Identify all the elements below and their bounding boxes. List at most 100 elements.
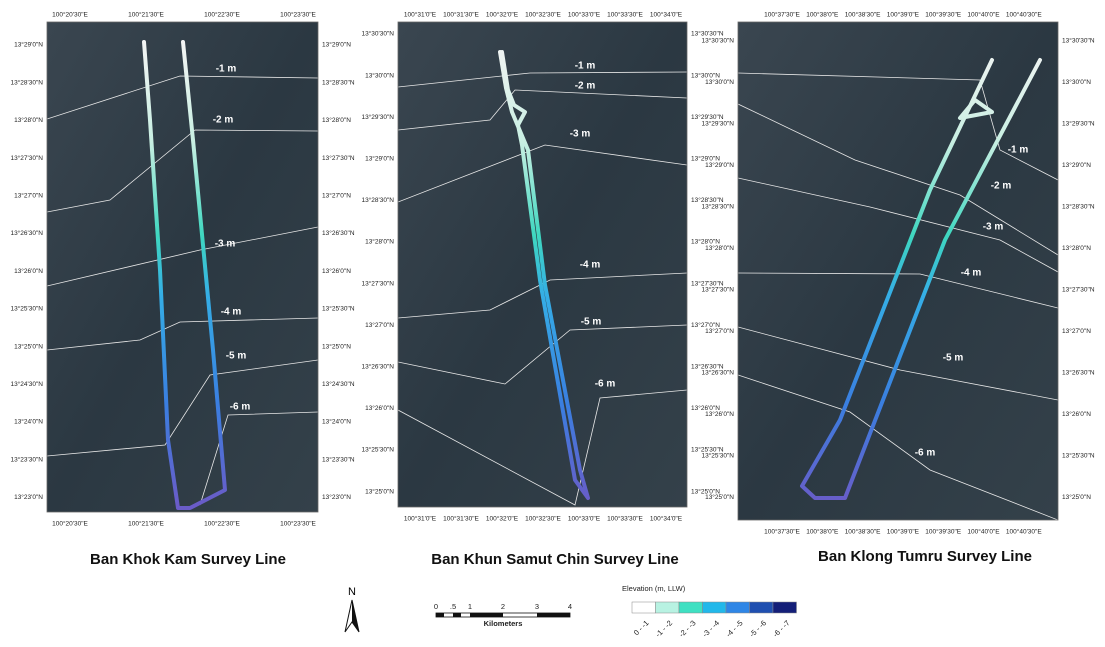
latitude-label: 13°30'0"N <box>705 78 734 86</box>
latitude-label: 13°25'0"N <box>14 342 43 350</box>
longitude-label: 100°33'0"E <box>568 515 601 523</box>
latitude-label: 13°25'30"N <box>322 305 355 313</box>
latitude-label: 13°30'30"N <box>701 37 734 45</box>
longitude-label: 100°32'0"E <box>486 515 519 523</box>
latitude-label: 13°29'30"N <box>701 120 734 128</box>
map-panel: -1 m-2 m-3 m-4 m-5 m-6 m100°20'30"E100°2… <box>10 11 354 568</box>
latitude-label: 13°27'30"N <box>322 154 355 162</box>
longitude-label: 100°38'0"E <box>806 11 839 19</box>
latitude-label: 13°28'30"N <box>361 196 394 204</box>
longitude-label: 100°20'30"E <box>52 520 88 528</box>
latitude-label: 13°26'0"N <box>705 410 734 418</box>
latitude-label: 13°30'30"N <box>691 30 724 38</box>
latitude-label: 13°24'0"N <box>14 418 43 426</box>
longitude-label: 100°31'0"E <box>404 11 437 19</box>
latitude-label: 13°28'0"N <box>1062 244 1091 252</box>
latitude-label: 13°25'0"N <box>365 487 394 495</box>
latitude-label: 13°30'0"N <box>1062 78 1091 86</box>
latitude-label: 13°26'0"N <box>322 267 351 275</box>
legend-label: 0 - -1 <box>632 618 651 637</box>
latitude-label: 13°28'0"N <box>322 116 351 124</box>
longitude-label: 100°38'30"E <box>845 11 881 19</box>
figure: N -1 m -2 m -3 m -4 m -5 m -6 m 100°20'30"E 100… <box>0 0 1105 647</box>
latitude-label: 13°26'30"N <box>361 363 394 371</box>
longitude-label: 100°39'0"E <box>887 11 920 19</box>
contour-label: -1 m <box>216 64 237 75</box>
contour-label: -5 m <box>226 351 247 362</box>
contour-label: -3 m <box>983 222 1004 233</box>
longitude-label: 100°39'0"E <box>887 528 920 536</box>
latitude-label: 13°25'30"N <box>361 446 394 454</box>
legend-label: -1 - -2 <box>654 618 675 639</box>
contour-label: -4 m <box>961 268 982 279</box>
latitude-label: 13°29'30"N <box>1062 120 1095 128</box>
latitude-label: 13°29'0"N <box>1062 161 1091 169</box>
longitude-label: 100°34'0"E <box>650 11 683 19</box>
latitude-label: 13°27'30"N <box>361 279 394 287</box>
latitude-label: 13°29'0"N <box>14 41 43 49</box>
latitude-label: 13°27'0"N <box>14 192 43 200</box>
scale-segment <box>470 613 503 617</box>
scale-unit: Kilometers <box>484 619 523 628</box>
contour-label: -2 m <box>575 81 596 92</box>
longitude-label: 100°32'0"E <box>486 11 519 19</box>
longitude-label: 100°37'30"E <box>764 528 800 536</box>
contour-label: -6 m <box>230 402 251 413</box>
latitude-label: 13°28'30"N <box>322 78 355 86</box>
longitude-label: 100°22'30"E <box>204 520 240 528</box>
legend-swatch <box>703 602 727 613</box>
latitude-label: 13°25'30"N <box>1062 452 1095 460</box>
longitude-label: 100°37'30"E <box>764 11 800 19</box>
scale-label: .5 <box>450 602 456 611</box>
scale-segment <box>453 613 461 617</box>
longitude-label: 100°31'0"E <box>404 515 437 523</box>
latitude-label: 13°28'30"N <box>701 203 734 211</box>
longitude-label: 100°32'30"E <box>525 515 561 523</box>
contour-label: -1 m <box>575 61 596 72</box>
longitude-label: 100°40'0"E <box>967 11 1000 19</box>
contour-label: -5 m <box>581 317 602 328</box>
contour-label: -5 m <box>943 353 964 364</box>
latitude-label: 13°27'0"N <box>322 192 351 200</box>
scale-segment <box>537 613 570 617</box>
contour-label: -1 m <box>1008 145 1029 156</box>
latitude-label: 13°23'0"N <box>322 493 351 501</box>
latitude-label: 13°26'0"N <box>14 267 43 275</box>
panel-title: Ban Klong Tumru Survey Line <box>818 548 1032 565</box>
longitude-label: 100°40'30"E <box>1006 528 1042 536</box>
scale-bar <box>436 613 570 617</box>
legend-swatch <box>656 602 680 613</box>
latitude-label: 13°25'0"N <box>705 493 734 501</box>
longitude-label: 100°33'0"E <box>568 11 601 19</box>
longitude-label: 100°34'0"E <box>650 515 683 523</box>
latitude-label: 13°28'30"N <box>10 78 43 86</box>
latitude-label: 13°27'0"N <box>365 321 394 329</box>
latitude-label: 13°26'0"N <box>365 404 394 412</box>
latitude-label: 13°29'0"N <box>365 155 394 163</box>
contour-label: -4 m <box>580 260 601 271</box>
latitude-label: 13°27'30"N <box>10 154 43 162</box>
legend-swatch <box>773 602 797 613</box>
longitude-label: 100°39'30"E <box>925 11 961 19</box>
longitude-label: 100°38'30"E <box>845 528 881 536</box>
longitude-label: 100°21'30"E <box>128 11 164 19</box>
latitude-label: 13°26'30"N <box>701 369 734 377</box>
longitude-label: 100°33'30"E <box>607 11 643 19</box>
legend-swatch <box>726 602 750 613</box>
map-panel: -1 m-2 m-3 m-4 m-5 m-6 m100°37'30"E100°3… <box>701 11 1094 565</box>
longitude-label: 100°23'30"E <box>280 11 316 19</box>
scale-label: 2 <box>501 602 505 611</box>
contour-label: -4 m <box>221 307 242 318</box>
scale-label: 0 <box>434 602 438 611</box>
latitude-label: 13°25'30"N <box>701 452 734 460</box>
latitude-label: 13°24'30"N <box>322 380 355 388</box>
panel-title: Ban Khok Kam Survey Line <box>90 551 286 568</box>
north-label: N <box>348 586 356 598</box>
legend-label: -2 - -3 <box>677 618 698 639</box>
latitude-label: 13°28'30"N <box>1062 203 1095 211</box>
latitude-label: 13°28'0"N <box>705 244 734 252</box>
longitude-label: 100°33'30"E <box>607 515 643 523</box>
latitude-label: 13°26'30"N <box>322 229 355 237</box>
contour-label: -6 m <box>595 379 616 390</box>
latitude-label: 13°28'0"N <box>14 116 43 124</box>
